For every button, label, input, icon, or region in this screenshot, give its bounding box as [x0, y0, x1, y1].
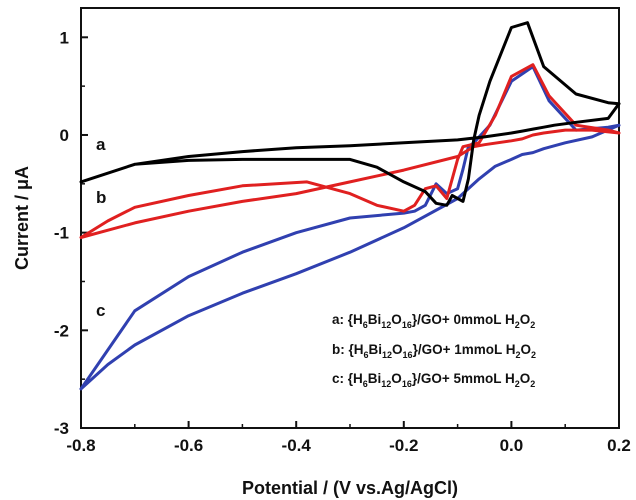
x-tick-label: 0.2 [607, 436, 631, 455]
curve-label-b: b [96, 188, 106, 207]
y-tick-label: -3 [54, 419, 69, 438]
legend-entry-a: a: {H6Bi12O16}/GO+ 0mmoL H2O2 [332, 312, 535, 330]
legend: a: {H6Bi12O16}/GO+ 0mmoL H2O2 b: {H6Bi12… [332, 312, 536, 389]
curves [79, 21, 621, 391]
x-tick-label: -0.8 [66, 436, 95, 455]
legend-entry-c: c: {H6Bi12O16}/GO+ 5mmoL H2O2 [332, 371, 535, 389]
series-line-a [79, 21, 621, 207]
x-tick-label: -0.4 [282, 436, 312, 455]
x-tick-label: -0.2 [389, 436, 418, 455]
series-line-b [79, 63, 621, 239]
curve-label-c: c [96, 301, 105, 320]
curve-label-a: a [96, 135, 106, 154]
x-tick-label: -0.6 [174, 436, 203, 455]
x-axis-title: Potential / (V vs.Ag/AgCl) [242, 478, 458, 498]
y-axis-title: Current / μA [12, 166, 32, 270]
axis-ticks: -0.8 -0.6 -0.4 -0.2 0.0 0.2 -3 -2 -1 0 1 [54, 28, 631, 455]
y-tick-label: -2 [54, 321, 69, 340]
legend-entry-b: b: {H6Bi12O16}/GO+ 1mmoL H2O2 [332, 342, 536, 360]
y-tick-label: -1 [54, 224, 69, 243]
y-tick-label: 0 [60, 126, 69, 145]
x-tick-label: 0.0 [500, 436, 524, 455]
y-tick-label: 1 [60, 28, 69, 47]
series-line-c [79, 65, 621, 391]
